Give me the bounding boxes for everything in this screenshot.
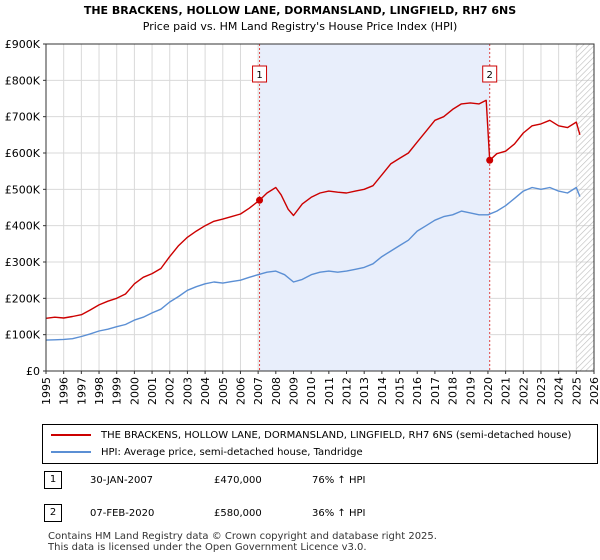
y-tick-label: £0	[26, 365, 40, 378]
sale-hpi-change: 36% ↑ HPI	[312, 508, 366, 519]
x-tick-label: 2010	[305, 377, 318, 405]
x-tick-label: 2020	[482, 377, 495, 405]
x-tick-label: 1998	[93, 377, 106, 405]
x-tick-label: 1997	[75, 377, 88, 405]
legend-item-property: THE BRACKENS, HOLLOW LANE, DORMANSLAND, …	[51, 428, 571, 444]
sale-1-label: 1	[256, 70, 262, 81]
x-tick-label: 2009	[287, 377, 300, 405]
x-tick-label: 2012	[341, 377, 354, 405]
sale-2-label: 2	[487, 70, 493, 81]
x-tick-label: 2024	[553, 377, 566, 405]
x-tick-label: 2007	[252, 377, 265, 405]
x-tick-label: 2005	[217, 377, 230, 405]
plot-frame	[45, 43, 595, 372]
x-tick-label: 2004	[199, 377, 212, 405]
y-tick-label: £300K	[5, 256, 41, 269]
x-tick-label: 1999	[111, 377, 124, 405]
x-tick-label: 2000	[128, 377, 141, 405]
sale-date: 07-FEB-2020	[90, 508, 155, 519]
y-tick-label: £100K	[5, 329, 41, 342]
sale-2-point	[486, 156, 494, 164]
x-tick-label: 2001	[146, 377, 159, 405]
x-tick-label: 2002	[164, 377, 177, 405]
x-tick-label: 2018	[447, 377, 460, 405]
x-tick-label: 2003	[181, 377, 194, 405]
legend-label-hpi: HPI: Average price, semi-detached house,…	[101, 447, 363, 458]
x-tick-label: 2022	[517, 377, 530, 405]
chart-title: THE BRACKENS, HOLLOW LANE, DORMANSLAND, …	[84, 4, 516, 17]
x-tick-label: 2015	[394, 377, 407, 405]
x-tick-label: 2014	[376, 377, 389, 405]
y-tick-label: £200K	[5, 292, 41, 305]
x-tick-label: 1996	[58, 377, 71, 405]
sale-date: 30-JAN-2007	[90, 475, 154, 486]
legend: THE BRACKENS, HOLLOW LANE, DORMANSLAND, …	[42, 424, 598, 464]
x-tick-label: 2023	[535, 377, 548, 405]
sale-price: £580,000	[214, 508, 262, 519]
y-tick-label: £600K	[5, 147, 41, 160]
shaded-period	[259, 44, 490, 371]
y-tick-label: £500K	[5, 183, 41, 196]
x-tick-label: 2008	[270, 377, 283, 405]
x-tick-label: 2017	[429, 377, 442, 405]
legend-label-property: THE BRACKENS, HOLLOW LANE, DORMANSLAND, …	[101, 430, 572, 441]
y-tick-label: £800K	[5, 74, 41, 87]
footer: Contains HM Land Registry data © Crown c…	[48, 531, 437, 553]
x-tick-label: 2019	[464, 377, 477, 405]
x-tick-label: 2026	[588, 377, 600, 405]
legend-swatch-hpi	[51, 451, 91, 453]
sale-1-label-box	[252, 65, 268, 83]
y-tick-label: £400K	[5, 220, 41, 233]
sale-1-point	[256, 196, 264, 204]
sale-number-badge: 2	[44, 504, 62, 522]
sale-hpi-change: 76% ↑ HPI	[312, 475, 366, 486]
footer-licence: This data is licensed under the Open Gov…	[48, 542, 367, 553]
legend-swatch-property	[51, 434, 91, 436]
chart-subtitle: Price paid vs. HM Land Registry's House …	[143, 20, 458, 33]
footer-copyright: Contains HM Land Registry data © Crown c…	[48, 531, 437, 542]
y-tick-label: £900K	[5, 38, 41, 51]
sale-2-label-box	[482, 65, 498, 83]
x-tick-label: 2011	[323, 377, 336, 405]
price-chart: THE BRACKENS, HOLLOW LANE, DORMANSLAND, …	[5, 4, 600, 405]
x-tick-label: 2006	[234, 377, 247, 405]
hatched-forecast-region	[576, 44, 594, 371]
hpi-line	[45, 186, 581, 341]
sale-number-badge: 1	[44, 471, 62, 489]
property-price-line	[45, 99, 581, 319]
x-tick-label: 2016	[411, 377, 424, 405]
legend-item-hpi: HPI: Average price, semi-detached house,…	[51, 445, 363, 461]
y-tick-label: £700K	[5, 111, 41, 124]
x-tick-label: 2013	[358, 377, 371, 405]
x-tick-label: 2025	[570, 377, 583, 405]
x-tick-label: 2021	[500, 377, 513, 405]
x-tick-label: 1995	[40, 377, 53, 405]
sale-price: £470,000	[214, 475, 262, 486]
